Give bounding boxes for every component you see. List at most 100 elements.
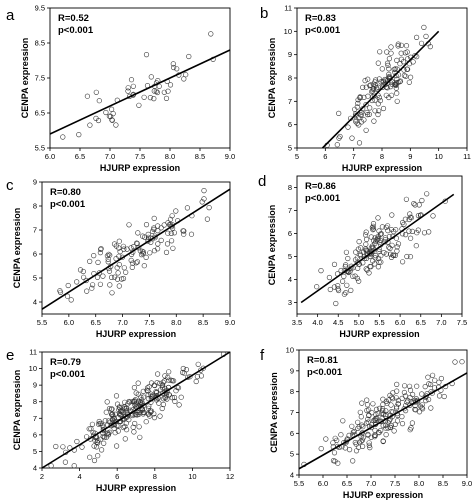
data-point: [432, 377, 438, 383]
y-tick-label: 9: [288, 50, 292, 59]
data-point: [376, 248, 382, 254]
data-point: [368, 234, 374, 240]
data-point: [407, 427, 413, 433]
data-point: [378, 427, 384, 434]
y-tick-label: 7.5: [35, 74, 45, 83]
data-point: [80, 274, 87, 280]
x-tick-label: 4.0: [312, 318, 322, 327]
data-point: [413, 243, 419, 249]
data-point: [170, 61, 176, 67]
data-point: [109, 411, 116, 417]
data-point: [412, 53, 418, 59]
data-point: [370, 227, 376, 233]
x-tick-label: 8.0: [171, 318, 181, 327]
data-point: [361, 117, 367, 123]
data-point: [395, 43, 401, 49]
data-point: [87, 122, 93, 128]
data-point: [365, 76, 371, 82]
data-point: [95, 453, 101, 459]
x-axis-title: HJURP expression: [343, 490, 423, 500]
data-point: [407, 383, 413, 389]
data-point: [338, 267, 344, 274]
data-point: [169, 213, 175, 219]
data-point: [141, 263, 147, 269]
data-point: [331, 450, 338, 456]
data-point: [372, 79, 378, 85]
data-point: [398, 42, 405, 48]
data-point: [162, 395, 168, 401]
data-point: [171, 64, 177, 71]
data-point: [367, 105, 373, 111]
data-point: [154, 389, 160, 395]
data-point: [164, 396, 170, 402]
data-point: [340, 278, 346, 284]
x-tick-label: 10: [434, 152, 442, 161]
y-tick-label: 5: [33, 447, 37, 456]
data-point: [164, 241, 171, 247]
data-point: [340, 418, 346, 424]
data-point: [155, 371, 161, 377]
x-tick-label: 7.5: [390, 479, 400, 488]
data-point: [424, 191, 430, 197]
data-point: [147, 94, 153, 101]
data-point: [194, 374, 200, 380]
data-point: [381, 250, 387, 256]
data-point: [145, 392, 151, 398]
data-point: [421, 24, 427, 31]
data-point: [394, 98, 400, 104]
data-point: [147, 413, 153, 419]
data-point: [123, 420, 129, 426]
data-point: [151, 225, 157, 231]
y-tick-label: 9: [290, 366, 294, 375]
y-tick-label: 6: [33, 250, 37, 259]
data-point: [363, 266, 369, 272]
data-point: [380, 407, 386, 414]
data-point: [403, 43, 410, 49]
data-point: [146, 384, 152, 390]
data-point: [143, 222, 150, 228]
data-point: [159, 383, 165, 389]
data-point: [428, 405, 434, 411]
data-point: [385, 425, 391, 431]
data-point: [426, 381, 432, 387]
data-point: [89, 285, 95, 291]
data-point: [96, 418, 102, 425]
data-point: [108, 423, 114, 429]
data-point: [352, 439, 358, 446]
y-axis-title: CENPA expression: [20, 38, 30, 119]
data-point: [376, 228, 382, 234]
data-point: [336, 135, 342, 141]
correlation-r: R=0.80: [50, 187, 81, 198]
data-point: [136, 424, 142, 430]
data-point: [360, 424, 366, 430]
data-point: [200, 365, 206, 371]
data-point: [331, 261, 338, 268]
x-tick-label: 8.5: [198, 318, 208, 327]
data-point: [365, 419, 371, 425]
data-point: [356, 424, 362, 430]
data-point: [95, 437, 101, 444]
data-point: [370, 223, 376, 229]
data-point: [368, 434, 374, 440]
data-point: [363, 241, 369, 247]
data-point: [373, 417, 379, 424]
data-point: [120, 275, 127, 282]
data-point: [95, 259, 101, 266]
y-tick-label: 5: [33, 274, 37, 283]
data-point: [389, 92, 395, 98]
x-tick-label: 8.5: [195, 152, 205, 161]
data-point: [345, 255, 351, 262]
data-point: [151, 248, 158, 254]
data-point: [334, 142, 340, 148]
x-tick-label: 7.0: [117, 318, 127, 327]
data-point: [368, 82, 374, 88]
data-point: [359, 422, 365, 428]
data-point: [129, 264, 135, 271]
data-point: [168, 230, 174, 236]
data-point: [356, 122, 362, 128]
data-point: [393, 395, 399, 401]
x-axis-title: HJURP expression: [339, 329, 419, 339]
data-point: [419, 402, 425, 408]
data-point: [356, 278, 362, 284]
data-point: [95, 440, 101, 446]
